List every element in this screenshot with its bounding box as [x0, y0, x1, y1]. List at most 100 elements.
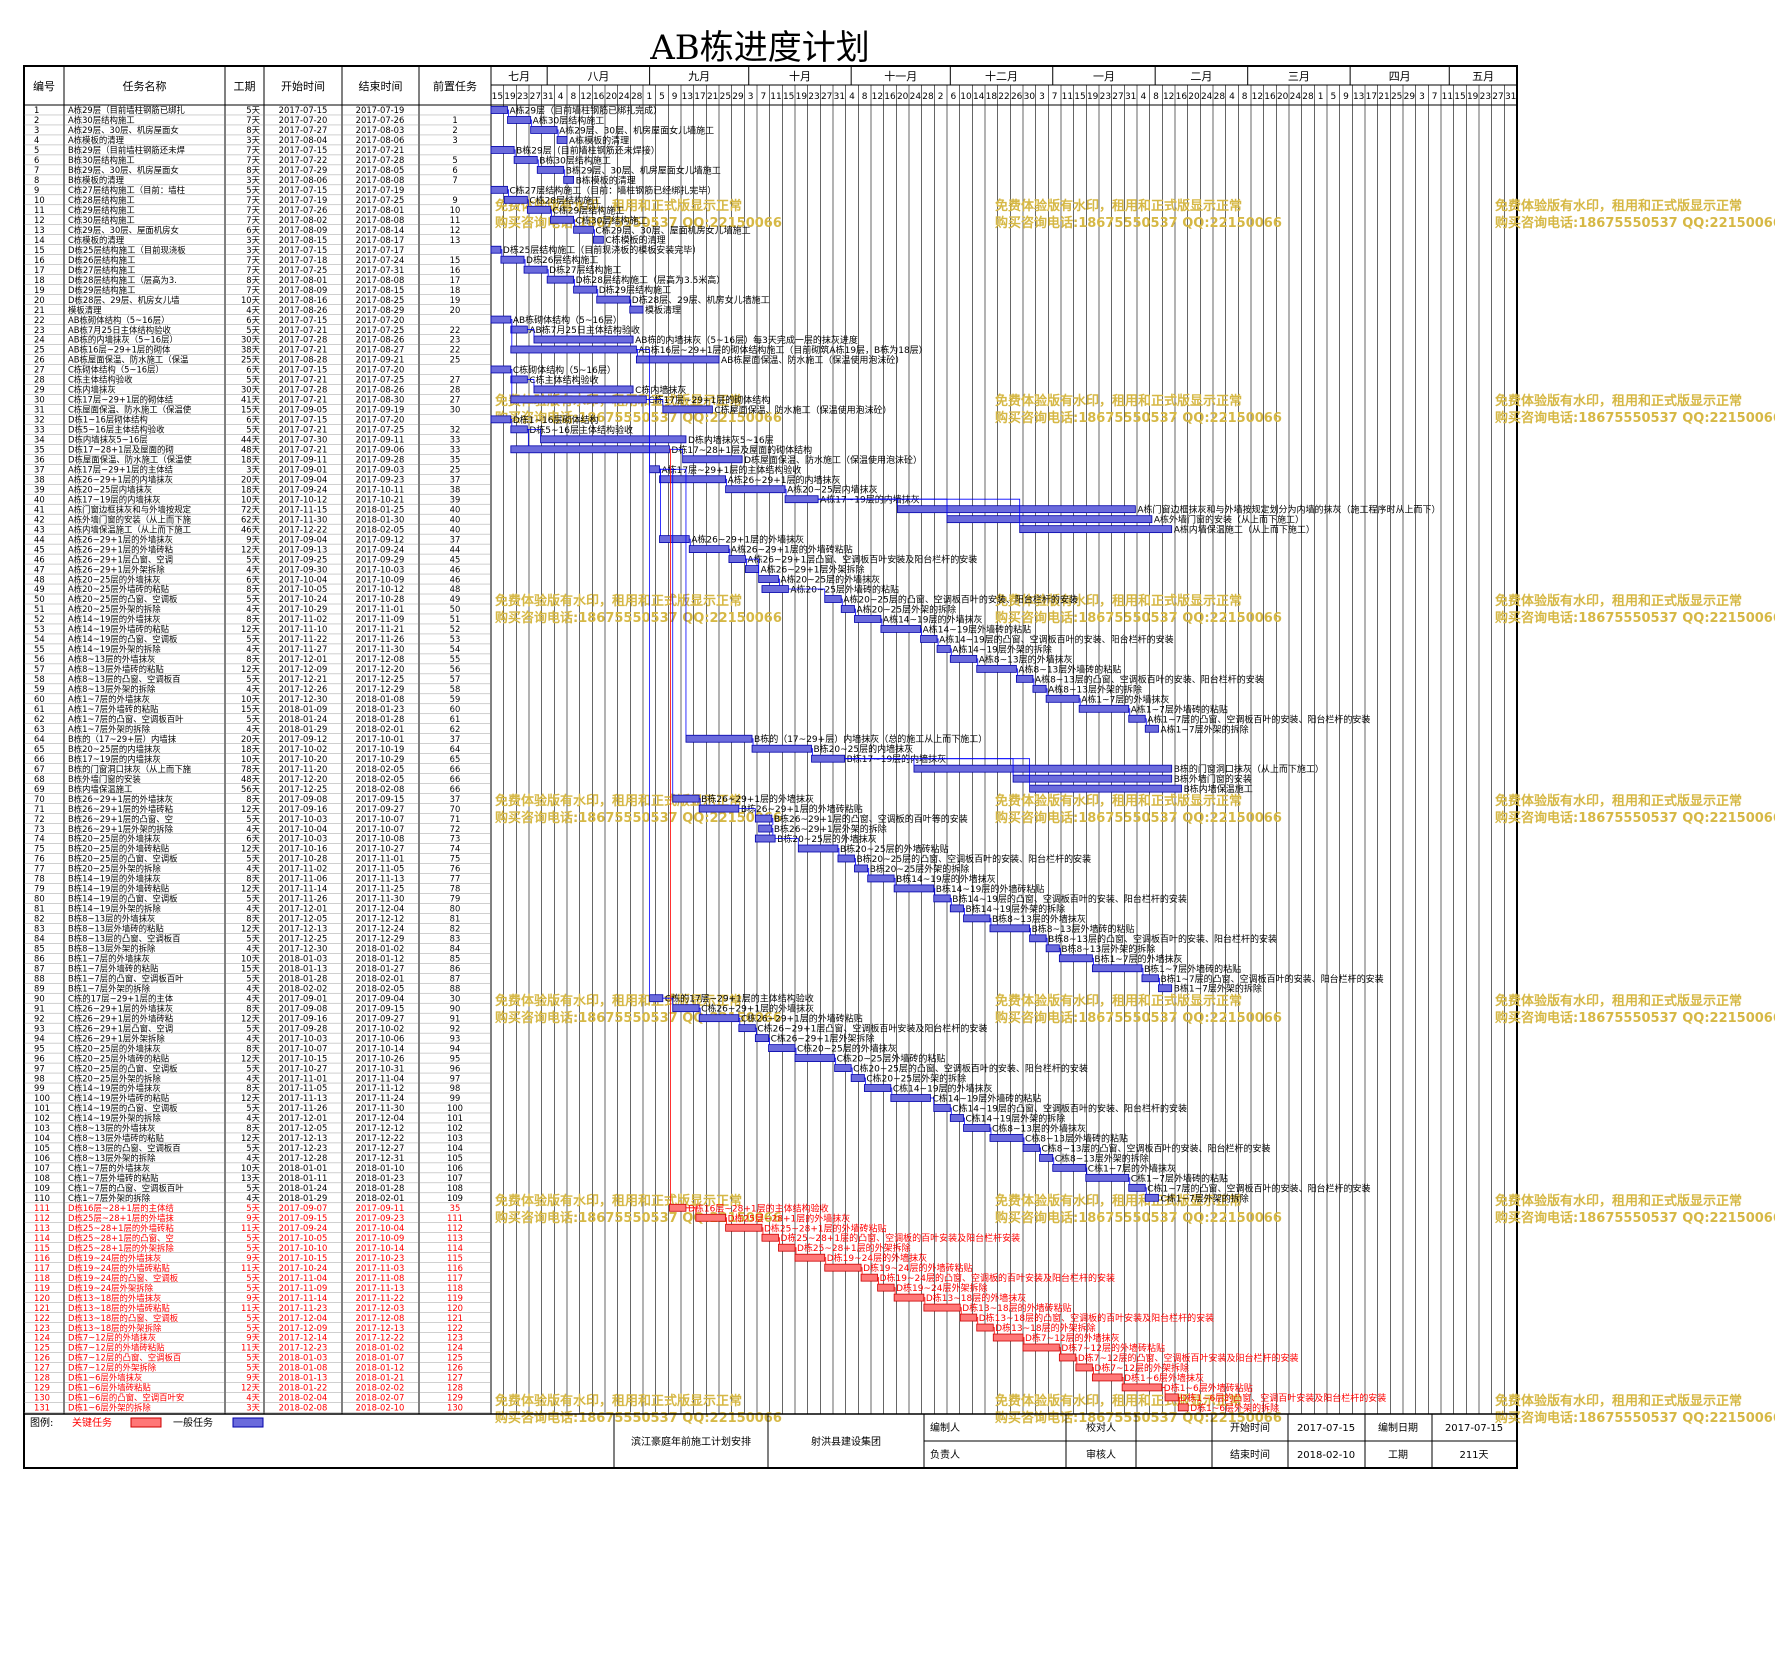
task-end: 2017-11-01	[356, 854, 405, 864]
bar-label: D栋19~24层外架拆除	[896, 1282, 987, 1294]
task-id: 43	[34, 524, 45, 534]
bar-label: D栋25~28+1层的外架拆除	[797, 1242, 911, 1254]
task-end: 2017-10-12	[356, 584, 405, 594]
task-predecessor: 25	[450, 355, 461, 365]
dependency-link	[527, 379, 535, 386]
day-tick: 31	[1125, 92, 1136, 102]
task-id: 26	[34, 355, 45, 365]
dependency-link	[1092, 1367, 1094, 1374]
task-name: A栋内墙保温施工（从上而下施工	[68, 524, 191, 534]
task-duration: 5天	[246, 1203, 260, 1213]
task-end: 2017-08-15	[356, 285, 405, 295]
task-name: A栋1~7层外墙砖的粘贴	[68, 704, 159, 714]
bar-label: B栋20~25层外架的拆除	[870, 863, 970, 875]
task-predecessor: 109	[447, 1193, 463, 1203]
task-bar	[758, 824, 773, 833]
day-tick: 8	[862, 92, 868, 102]
task-predecessor: 88	[450, 983, 461, 993]
month-label: 十一月	[884, 69, 917, 83]
task-end: 2017-12-12	[356, 914, 405, 924]
bar-label: A栋14~19层外墙砖的粘贴	[923, 623, 1032, 635]
task-predecessor: 118	[447, 1283, 463, 1293]
table-row: 66 B栋17~19层的内墙抹灰 10天 2017-10-20 2017-10-29 65	[24, 754, 491, 764]
bar-label: A栋门窗边框抹灰和与外墙按规定划分为内墙的抹灰（施工程序时从上而下）	[1137, 504, 1440, 516]
task-bar	[834, 1064, 852, 1072]
task-duration: 12天	[241, 1053, 261, 1063]
table-row: 11 C栋29层结构施工 7天 2017-07-26 2017-08-01 10	[24, 205, 491, 215]
day-tick: 12	[1163, 92, 1174, 102]
dependency-link	[775, 838, 799, 846]
bar-label: AB栋16层~29+1层的砌体结构施工（目前砌筑A栋19层，B栋为18层）	[638, 344, 927, 356]
day-tick: 11	[770, 92, 781, 102]
task-end: 2017-11-04	[356, 1073, 405, 1083]
task-end: 2017-10-01	[356, 734, 405, 744]
task-name: B栋30层结构施工	[68, 155, 135, 165]
bar-label: C栋主体结构验收	[529, 374, 598, 386]
task-bar	[533, 335, 634, 344]
task-start: 2017-12-01	[279, 904, 328, 914]
task-start: 2017-10-24	[279, 1263, 328, 1273]
task-predecessor: 130	[447, 1403, 463, 1413]
dependency-link	[768, 1037, 770, 1045]
task-end: 2018-02-08	[356, 784, 405, 794]
bar-label: B栋8~13层外架的拆除	[1061, 943, 1155, 955]
bar-label: A栋8~13层外架的拆除	[1048, 683, 1142, 695]
table-row: 94 C栋26~29+1层外架拆除 4天 2017-10-03 2017-10-06 93	[24, 1033, 491, 1043]
task-predecessor: 40	[450, 514, 461, 524]
dependency-link	[510, 369, 513, 396]
dependency-link	[771, 818, 774, 826]
table-row: 42 A栋外墙门窗的安装（从上而下施 62天 2017-11-30 2018-01-30…	[24, 514, 491, 524]
watermark-line1: 免费体验版有水印，租用和正式版显示正常	[995, 393, 1242, 409]
bar-label: A栋14~19层外架的拆除	[952, 643, 1052, 655]
bar-label: C栋14~19层的外墙抹灰	[893, 1083, 993, 1095]
task-start: 2017-11-27	[279, 644, 328, 654]
task-duration: 18天	[241, 455, 261, 465]
dependency-link	[557, 129, 559, 137]
task-duration: 12天	[241, 804, 261, 814]
task-end: 2017-09-15	[356, 794, 405, 804]
day-tick: 27	[821, 92, 832, 102]
task-id: 65	[34, 744, 45, 754]
column-header: 前置任务	[433, 79, 477, 93]
watermark-line1: 免费体验版有水印，租用和正式版显示正常	[1495, 198, 1742, 214]
dependency-link	[818, 498, 1021, 526]
task-name: AB栋7月25日主体结构验收	[68, 325, 171, 335]
task-end: 2018-01-27	[356, 963, 405, 973]
task-name: A栋14~19层的外墙抹灰	[68, 614, 161, 624]
watermark-line2: 购买咨询电话:18675550537 QQ:22150066	[1495, 1210, 1775, 1226]
dependency-link	[976, 1317, 979, 1325]
task-start: 2017-12-14	[279, 1333, 328, 1343]
task-bar	[550, 215, 575, 224]
dependency-link	[514, 149, 516, 157]
task-id: 102	[34, 1113, 50, 1123]
bar-label: B栋8~13层的外墙抹灰	[992, 913, 1086, 925]
watermark-line2: 购买咨询电话:18675550537 QQ:22150066	[495, 810, 782, 826]
task-predecessor: 18	[450, 285, 461, 295]
task-end: 2017-10-08	[356, 834, 405, 844]
task-bar	[573, 285, 598, 294]
bar-label: D栋内墙抹灰5~16层	[688, 434, 774, 446]
dependency-link	[1128, 1177, 1131, 1185]
table-row: 131 D栋1~6层外架的拆除 3天 2018-02-08 2018-02-10 130	[24, 1403, 491, 1413]
bar-label: C栋14~19层外架的拆除	[966, 1112, 1066, 1124]
task-start: 2017-08-09	[279, 225, 328, 235]
dependency-link	[864, 1077, 866, 1085]
day-tick: 8	[1153, 92, 1159, 102]
task-name: A栋1~7层外架的拆除	[68, 724, 151, 734]
task-end: 2017-07-19	[356, 105, 405, 115]
dependency-link	[963, 1117, 965, 1125]
task-bar	[649, 994, 664, 1003]
task-duration: 5天	[246, 634, 260, 644]
task-start: 2017-07-15	[279, 415, 328, 425]
dependency-link	[963, 907, 965, 915]
task-duration: 5天	[246, 714, 260, 724]
table-row: 63 A栋1~7层外架的拆除 4天 2018-01-29 2018-02-01 62	[24, 724, 491, 734]
task-bar	[490, 315, 512, 324]
task-bar	[794, 1054, 836, 1062]
table-row: 39 A栋20~25层内墙抹灰 18天 2017-09-24 2017-10-11 38	[24, 484, 491, 494]
task-name: D栋19~24层的外墙抹灰	[68, 1253, 161, 1263]
task-id: 112	[34, 1213, 50, 1223]
day-tick: 6	[950, 92, 956, 102]
bar-label: D栋28层、29层、机房女儿墙施工	[632, 294, 770, 306]
task-predecessor: 91	[450, 1013, 461, 1023]
